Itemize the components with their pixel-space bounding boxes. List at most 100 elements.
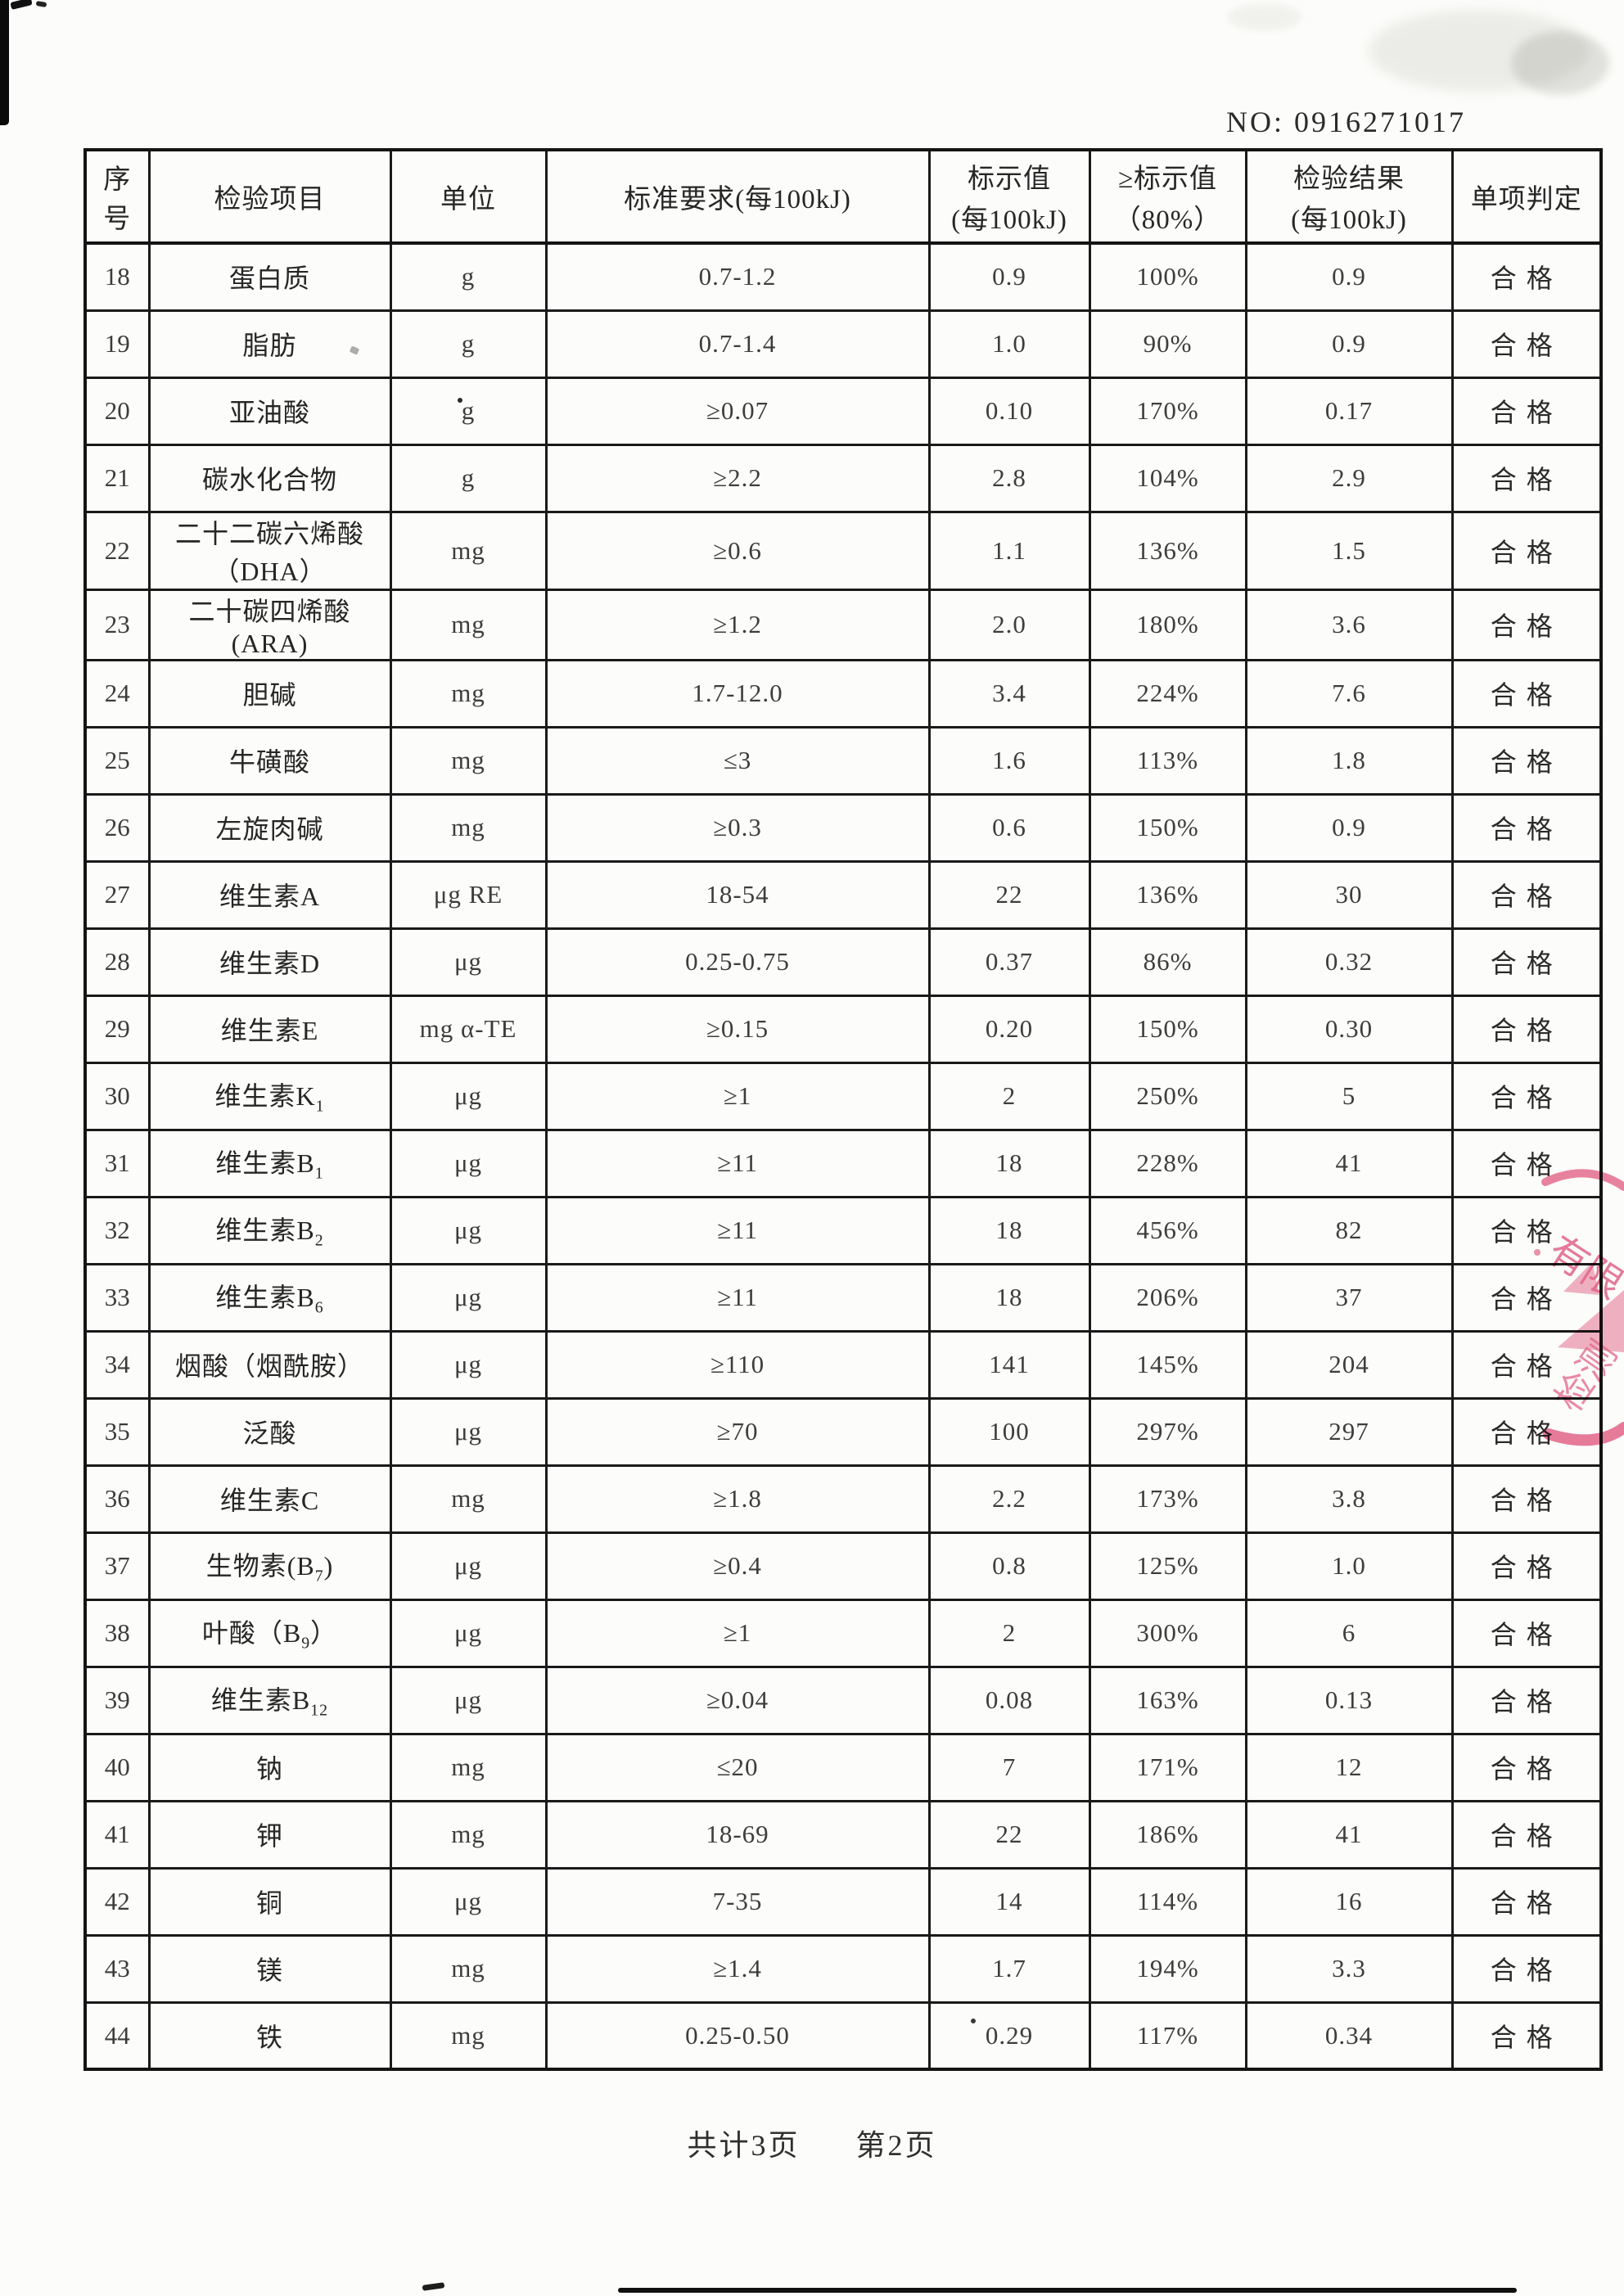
cell-percent: 90%	[1088, 309, 1247, 379]
cell-no: 37	[83, 1531, 151, 1601]
cell-item: 铜	[147, 1866, 392, 1937]
col-header-standard: 标准要求(每100kJ)	[544, 148, 931, 245]
cell-percent: 300%	[1088, 1598, 1247, 1668]
table-row: 21 碳水化合物 g ≥2.2 2.8 104% 2.9 合格	[83, 443, 1603, 513]
table-row: 34 烟酸（烟酰胺） μg ≥110 141 145% 204 合格	[83, 1329, 1603, 1400]
cell-standard: ≥11	[544, 1128, 931, 1198]
cell-verdict: 合格	[1450, 1464, 1603, 1534]
cell-percent: 250%	[1088, 1061, 1247, 1131]
cell-standard: 0.25-0.50	[544, 2001, 931, 2071]
table-row: 36 维生素C mg ≥1.8 2.2 173% 3.8 合格	[83, 1464, 1603, 1534]
scan-artifact-speck	[10, 0, 33, 11]
cell-verdict: 合格	[1450, 241, 1603, 312]
cell-result: 41	[1244, 1128, 1454, 1198]
table-row: 27 维生素A μg RE 18-54 22 136% 30 合格	[83, 859, 1603, 930]
cell-label-value: 141	[927, 1329, 1091, 1400]
cell-percent: 180%	[1088, 588, 1247, 661]
col-header-label: ≥标示值	[1117, 165, 1218, 194]
cell-item: 蛋白质	[147, 241, 392, 312]
cell-verdict: 合格	[1450, 510, 1603, 591]
inspection-table: 序号 检验项目 单位 标准要求(每100kJ) 标示值 (每100kJ) ≥标示值…	[83, 148, 1603, 2071]
cell-percent: 150%	[1088, 994, 1247, 1064]
table-row: 25 牛磺酸 mg ≤3 1.6 113% 1.8 合格	[83, 725, 1603, 796]
cell-percent: 113%	[1088, 725, 1247, 796]
cell-unit: μg	[389, 1262, 548, 1333]
cell-label-value: 1.0	[927, 309, 1091, 379]
cell-percent: 206%	[1088, 1262, 1247, 1333]
cell-label-value: 0.8	[927, 1531, 1091, 1601]
cell-no: 40	[83, 1732, 151, 1802]
cell-no: 19	[83, 309, 151, 379]
cell-standard: ≥0.6	[544, 510, 931, 591]
cell-result: 6	[1244, 1598, 1454, 1668]
table-row: 26 左旋肉碱 mg ≥0.3 0.6 150% 0.9 合格	[83, 792, 1603, 863]
cell-no: 24	[83, 658, 151, 728]
cell-unit: mg	[389, 1732, 548, 1802]
cell-unit: μg	[389, 1128, 548, 1198]
cell-result: 16	[1244, 1866, 1454, 1937]
cell-no: 36	[83, 1464, 151, 1534]
cell-unit: mg α-TE	[389, 994, 548, 1064]
cell-item: 泛酸	[147, 1396, 392, 1467]
cell-verdict: 合格	[1450, 859, 1603, 930]
table-row: 31 维生素B1 μg ≥11 18 228% 41 合格	[83, 1128, 1603, 1198]
col-header-label: 序号	[103, 165, 132, 234]
cell-no: 44	[83, 2001, 151, 2071]
cell-no: 21	[83, 443, 151, 513]
cell-result: 204	[1244, 1329, 1454, 1400]
cell-item: 脂肪	[147, 309, 392, 379]
table-row: 43 镁 mg ≥1.4 1.7 194% 3.3 合格	[83, 1933, 1603, 2004]
cell-result: 30	[1244, 859, 1454, 930]
cell-label-value: 22	[927, 1799, 1091, 1870]
cell-no: 29	[83, 994, 151, 1064]
table-row: 22 二十二碳六烯酸 （DHA） mg ≥0.6 1.1 136% 1.5 合格	[83, 510, 1603, 591]
cell-verdict: 合格	[1450, 443, 1603, 513]
scan-artifact-smudge	[1228, 3, 1301, 31]
cell-item: 碳水化合物	[147, 443, 392, 513]
cell-no: 38	[83, 1598, 151, 1668]
cell-result: 0.30	[1244, 994, 1454, 1064]
cell-no: 33	[83, 1262, 151, 1333]
col-header-sublabel: (每100kJ)	[1291, 205, 1407, 235]
cell-no: 35	[83, 1396, 151, 1467]
document-number: NO: 0916271017	[1226, 106, 1466, 138]
cell-verdict: 合格	[1450, 1598, 1603, 1668]
cell-result: 0.9	[1244, 309, 1454, 379]
cell-unit: g	[389, 443, 548, 513]
cell-unit: μg	[389, 1061, 548, 1131]
cell-standard: ≤20	[544, 1732, 931, 1802]
stamp-arc-bottom	[1543, 1422, 1624, 1446]
cell-unit: μg	[389, 1665, 548, 1735]
cell-label-value: 18	[927, 1128, 1091, 1198]
cell-unit: μg	[389, 1866, 548, 1937]
cell-result: 82	[1244, 1195, 1454, 1265]
cell-verdict: 合格	[1450, 1933, 1603, 2004]
cell-verdict: 合格	[1450, 658, 1603, 728]
table-row: 42 铜 μg 7-35 14 114% 16 合格	[83, 1866, 1603, 1937]
col-header-label: 标示值	[968, 165, 1051, 194]
table-row: 29 维生素E mg α-TE ≥0.15 0.20 150% 0.30 合格	[83, 994, 1603, 1064]
cell-percent: 173%	[1088, 1464, 1247, 1534]
cell-label-value: 100	[927, 1396, 1091, 1467]
cell-label-value: 2	[927, 1061, 1091, 1131]
scan-artifact-bottom-line	[618, 2288, 1517, 2293]
cell-no: 43	[83, 1933, 151, 2004]
cell-label-value: 3.4	[927, 658, 1091, 728]
cell-unit: mg	[389, 2001, 548, 2071]
cell-percent: 136%	[1088, 859, 1247, 930]
cell-percent: 145%	[1088, 1329, 1247, 1400]
scan-artifact-speck	[35, 0, 47, 8]
cell-item: 维生素B2	[147, 1195, 392, 1265]
cell-verdict: 合格	[1450, 1061, 1603, 1131]
cell-label-value: 2.2	[927, 1464, 1091, 1534]
cell-label-value: 2	[927, 1598, 1091, 1668]
cell-unit: g	[389, 241, 548, 312]
cell-standard: ≥1	[544, 1061, 931, 1131]
col-header-sublabel: （80%）	[1113, 205, 1222, 235]
cell-no: 18	[83, 241, 151, 312]
scan-artifact-left-edge	[0, 0, 9, 125]
cell-label-value: 22	[927, 859, 1091, 930]
table-row: 28 维生素D μg 0.25-0.75 0.37 86% 0.32 合格	[83, 927, 1603, 997]
cell-standard: ≥2.2	[544, 443, 931, 513]
cell-item: 镁	[147, 1933, 392, 2004]
